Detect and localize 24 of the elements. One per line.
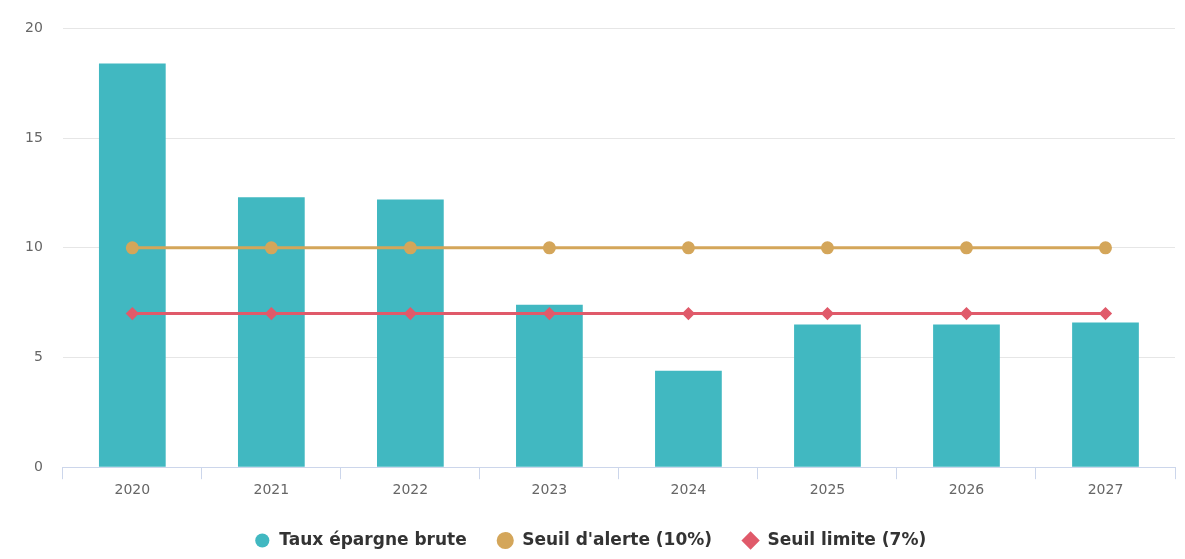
x-tick-label: 2020 [114, 481, 151, 498]
bar [1072, 322, 1139, 467]
legend-label: Seuil limite (7%) [767, 528, 927, 549]
x-tick-label: 2026 [948, 481, 985, 498]
x-tick-label: 2027 [1087, 481, 1124, 498]
bar [377, 199, 444, 467]
y-tick-label: 5 [33, 348, 43, 365]
bar [933, 324, 1000, 467]
bar [98, 63, 166, 467]
x-tick-label: 2023 [531, 481, 568, 498]
bar [516, 304, 583, 467]
legend-label: Taux épargne brute [279, 528, 467, 549]
x-tick-label: 2022 [392, 481, 429, 498]
legend-label: Seuil d'alerte (10%) [522, 528, 713, 549]
bar [655, 370, 722, 467]
y-tick-label: 10 [24, 238, 43, 255]
x-tick-label: 2025 [809, 481, 846, 498]
bar [237, 197, 305, 467]
y-tick-label: 20 [24, 19, 43, 36]
y-tick-label: 0 [33, 457, 43, 474]
bar [794, 324, 861, 467]
x-tick-label: 2024 [670, 481, 707, 498]
x-tick-label: 2021 [253, 481, 290, 498]
y-tick-label: 15 [24, 128, 43, 145]
